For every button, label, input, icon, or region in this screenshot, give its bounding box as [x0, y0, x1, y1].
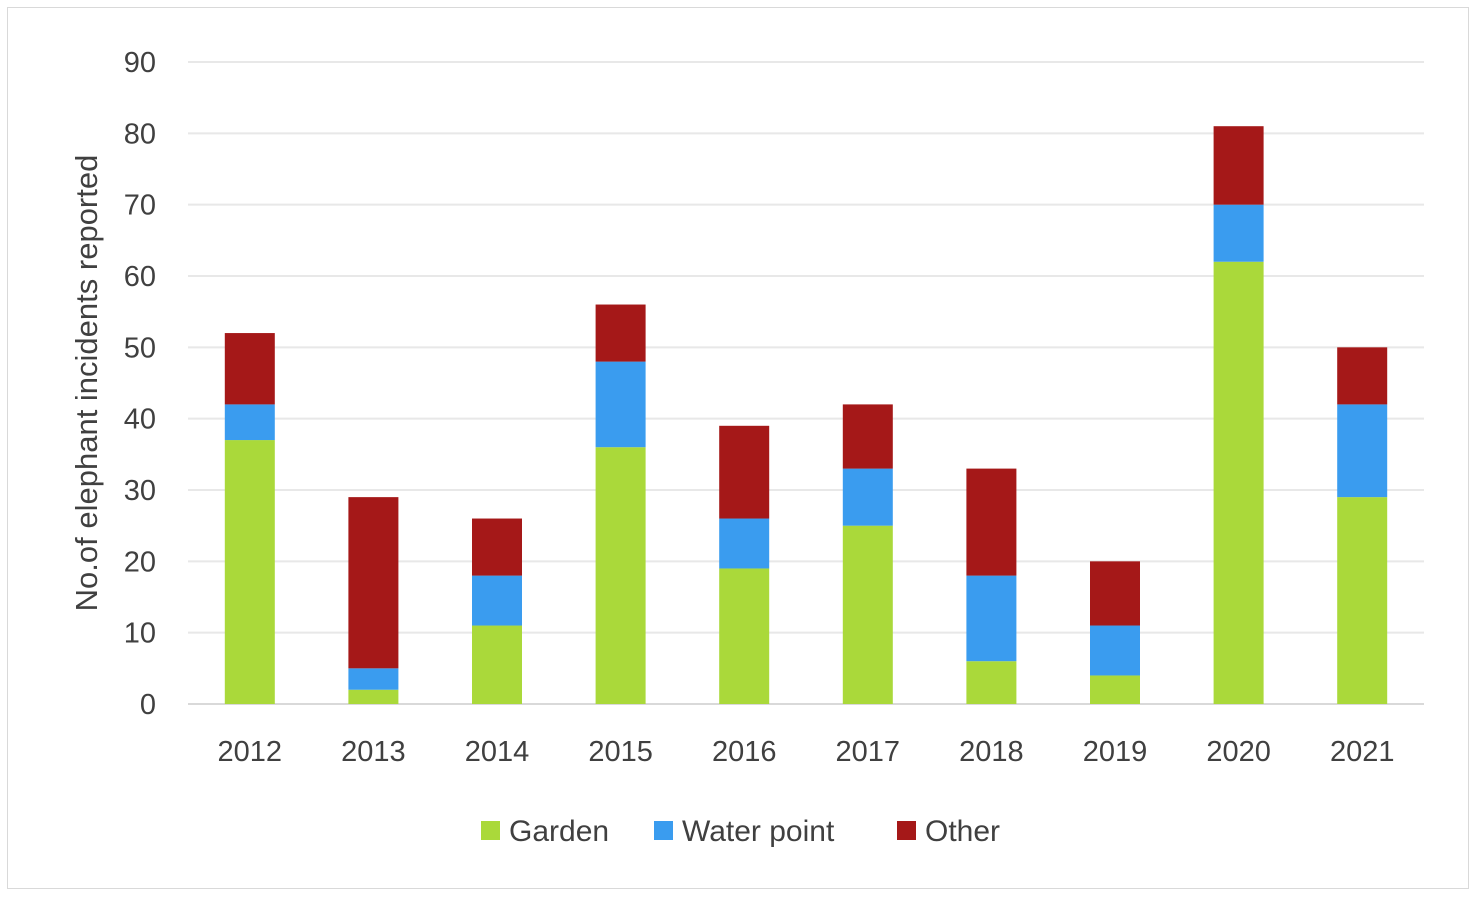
legend-label-other: Other [925, 815, 1000, 848]
legend-label-garden: Garden [509, 815, 609, 848]
bar-other-2015 [595, 304, 646, 362]
y-axis-ticks: 0 10 20 30 40 50 60 70 80 90 [124, 47, 156, 721]
y-tick-label: 80 [124, 118, 156, 150]
bar-garden-2014 [472, 625, 522, 704]
bar-other-2018 [966, 468, 1017, 576]
y-tick-label: 20 [124, 546, 156, 578]
bar-garden-2017 [842, 525, 893, 704]
y-axis-title: No.of elephant incidents reported [69, 155, 104, 612]
x-tick-label: 2020 [1206, 736, 1271, 768]
bar-garden-2012 [224, 440, 275, 704]
bar-garden-2019 [1090, 675, 1140, 704]
bar-water-point-2017 [842, 468, 893, 526]
bar-water-point-2019 [1090, 625, 1140, 676]
bar-garden-2015 [595, 447, 646, 704]
bar-garden-2021 [1337, 497, 1388, 704]
bar-other-2016 [719, 425, 770, 519]
x-axis-ticks: 2012 2013 2014 2015 2016 2017 2018 2019 2020 2021 [218, 736, 1395, 768]
bar-garden-2016 [719, 568, 770, 704]
x-tick-label: 2019 [1083, 736, 1148, 768]
x-tick-label: 2015 [588, 736, 653, 768]
bar-water-point-2014 [472, 575, 522, 626]
bar-other-2012 [224, 333, 275, 405]
bar-other-2017 [842, 404, 893, 469]
bar-other-2020 [1213, 126, 1264, 205]
legend-swatch-water-point [654, 821, 673, 840]
bar-water-point-2021 [1337, 404, 1388, 498]
bar-other-2019 [1090, 561, 1140, 626]
bar-water-point-2020 [1213, 204, 1264, 262]
legend-label-water-point: Water point [682, 815, 835, 848]
y-tick-label: 60 [124, 261, 156, 293]
bar-garden-2018 [966, 661, 1017, 704]
legend: Garden Water point Other [481, 815, 1000, 848]
y-tick-label: 10 [124, 618, 156, 650]
x-tick-label: 2016 [712, 736, 777, 768]
y-tick-label: 0 [140, 689, 156, 721]
bar-water-point-2018 [966, 575, 1017, 662]
x-tick-label: 2012 [218, 736, 283, 768]
x-tick-label: 2021 [1330, 736, 1395, 768]
x-tick-label: 2017 [836, 736, 901, 768]
legend-swatch-garden [481, 821, 500, 840]
bar-other-2021 [1337, 347, 1388, 405]
y-tick-label: 40 [124, 404, 156, 436]
y-tick-label: 90 [124, 47, 156, 79]
y-tick-label: 50 [124, 332, 156, 364]
bar-other-2014 [472, 518, 522, 576]
legend-swatch-other [897, 821, 916, 840]
bars [224, 126, 1388, 704]
y-tick-label: 30 [124, 475, 156, 507]
x-tick-label: 2014 [465, 736, 530, 768]
bar-water-point-2015 [595, 361, 646, 448]
x-tick-label: 2018 [959, 736, 1024, 768]
bar-garden-2013 [348, 689, 399, 704]
bar-water-point-2012 [224, 404, 275, 441]
y-tick-label: 70 [124, 190, 156, 222]
bar-garden-2020 [1213, 261, 1264, 704]
bar-water-point-2016 [719, 518, 770, 569]
x-tick-label: 2013 [341, 736, 406, 768]
bar-other-2013 [348, 497, 399, 669]
bar-water-point-2013 [348, 668, 399, 690]
